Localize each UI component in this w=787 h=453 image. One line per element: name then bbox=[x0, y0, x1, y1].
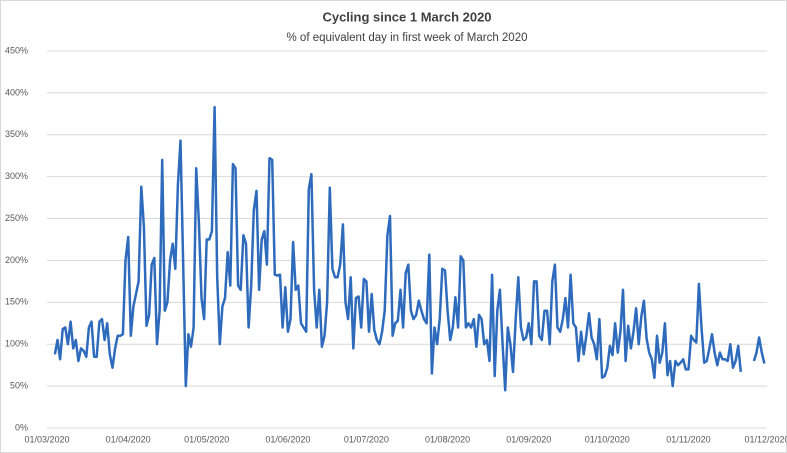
x-tick-label: 01/05/2020 bbox=[184, 434, 229, 444]
y-tick-label: 200% bbox=[5, 255, 28, 265]
y-tick-label: 350% bbox=[5, 129, 28, 139]
x-tick-label: 01/03/2020 bbox=[24, 434, 69, 444]
chart-title: Cycling since 1 March 2020 bbox=[322, 9, 491, 24]
y-tick-label: 0% bbox=[15, 422, 28, 432]
y-tick-label: 50% bbox=[10, 380, 28, 390]
y-tick-label: 100% bbox=[5, 339, 28, 349]
x-tick-label: 01/12/2020 bbox=[744, 434, 787, 444]
x-tick-label: 01/08/2020 bbox=[425, 434, 470, 444]
y-tick-label: 150% bbox=[5, 297, 28, 307]
x-tick-label: 01/04/2020 bbox=[106, 434, 151, 444]
y-tick-label: 400% bbox=[5, 87, 28, 97]
y-tick-label: 250% bbox=[5, 213, 28, 223]
data-line bbox=[53, 105, 766, 392]
x-tick-label: 01/06/2020 bbox=[265, 434, 310, 444]
chart-subtitle: % of equivalent day in first week of Mar… bbox=[287, 32, 528, 44]
y-tick-label: 450% bbox=[5, 45, 28, 55]
y-tick-label: 300% bbox=[5, 171, 28, 181]
x-tick-label: 01/11/2020 bbox=[666, 434, 710, 444]
x-tick-label: 01/07/2020 bbox=[344, 434, 389, 444]
x-tick-label: 01/10/2020 bbox=[585, 434, 630, 444]
x-tick-label: 01/09/2020 bbox=[506, 434, 551, 444]
